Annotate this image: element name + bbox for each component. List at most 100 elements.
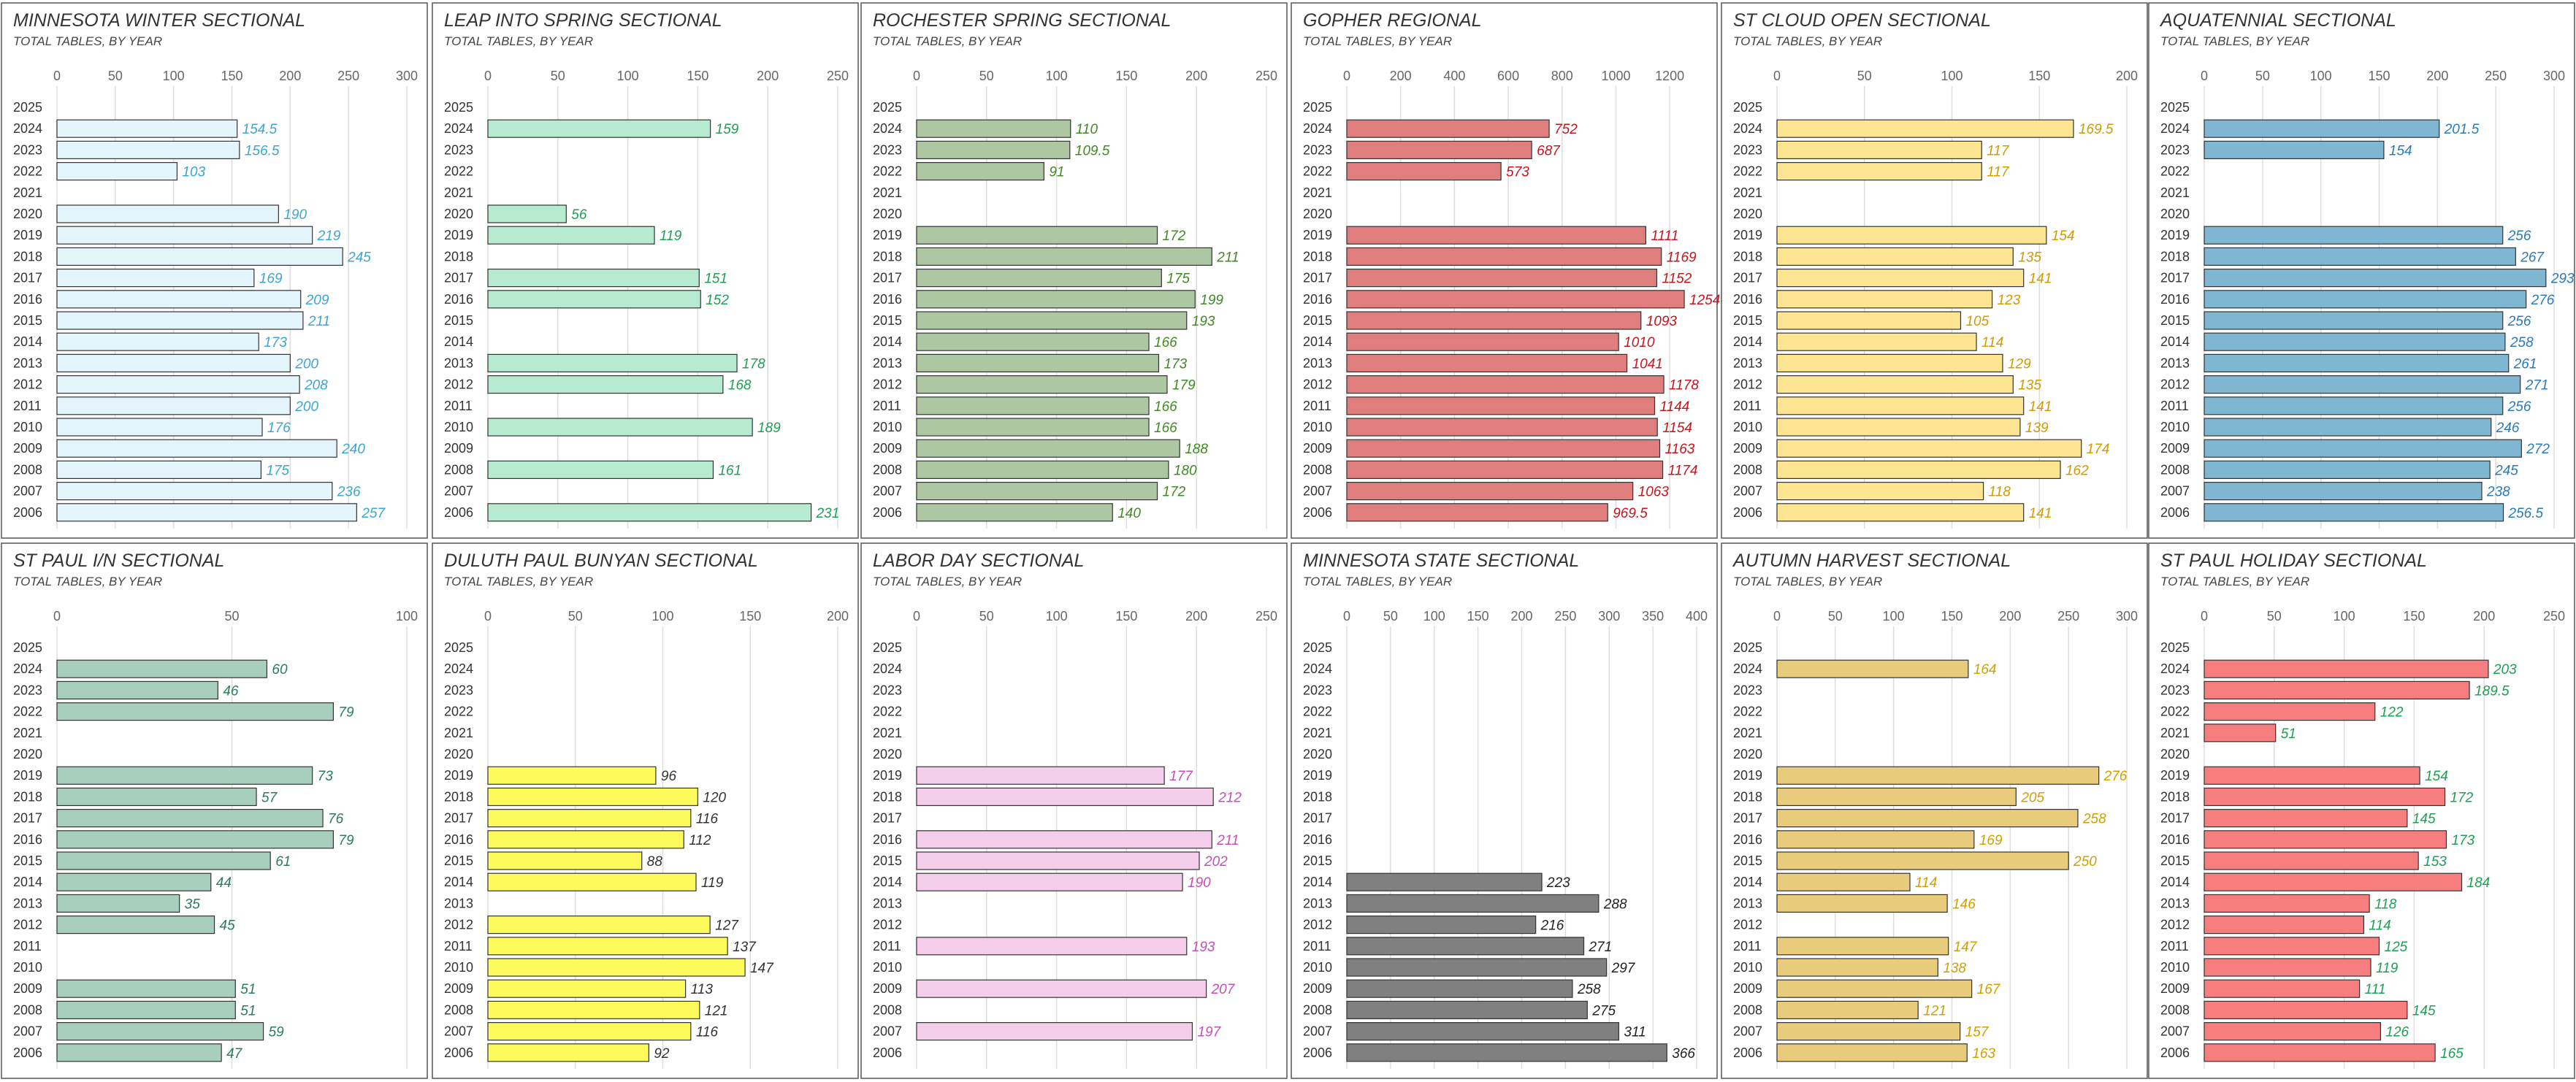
- y-tick-label: 2010: [1733, 420, 1762, 434]
- data-label: 129: [2008, 356, 2031, 372]
- bar: [56, 353, 291, 372]
- data-label: 121: [705, 1003, 728, 1018]
- x-tick-label: 150: [1115, 69, 1137, 83]
- data-label: 1254: [1689, 293, 1720, 308]
- bar: [487, 119, 711, 138]
- bar: [1776, 787, 2017, 806]
- bar: [1346, 396, 1656, 415]
- data-label: 126: [2385, 1025, 2409, 1040]
- bar: [916, 375, 1168, 394]
- data-label: 193: [1192, 940, 1215, 955]
- y-tick-label: 2017: [1303, 811, 1332, 826]
- y-tick-label: 2023: [1733, 142, 1762, 157]
- y-tick-label: 2014: [13, 875, 42, 889]
- y-tick-label: 2010: [444, 960, 473, 975]
- y-tick-label: 2010: [13, 960, 42, 975]
- bar: [1346, 332, 1619, 351]
- data-label: 297: [1611, 961, 1636, 976]
- y-tick-label: 2006: [444, 1045, 473, 1060]
- y-tick-label: 2019: [2160, 768, 2190, 783]
- bar: [56, 503, 357, 522]
- bar: [1346, 226, 1646, 245]
- y-tick-label: 2019: [1733, 228, 1762, 242]
- y-tick-label: 2012: [1733, 377, 1762, 392]
- x-tick-label: 1000: [1601, 69, 1630, 83]
- data-label: 145: [2412, 812, 2436, 827]
- bar: [2204, 332, 2506, 351]
- y-tick-label: 2009: [1303, 441, 1332, 456]
- bar: [1776, 894, 1948, 913]
- data-label: 199: [1200, 293, 1223, 308]
- chart-title: MINNESOTA WINTER SECTIONAL: [13, 10, 305, 31]
- bar: [2204, 1000, 2408, 1020]
- y-tick-label: 2023: [2160, 683, 2190, 697]
- y-tick-label: 2014: [873, 334, 902, 349]
- y-tick-label: 2020: [2160, 207, 2190, 221]
- y-tick-label: 2022: [1303, 705, 1332, 719]
- data-label: 166: [1154, 421, 1177, 436]
- y-tick-label: 2010: [873, 960, 902, 975]
- data-label: 275: [1591, 1003, 1616, 1018]
- y-tick-label: 2018: [13, 249, 42, 264]
- bar: [2204, 979, 2361, 998]
- y-tick-label: 2008: [13, 1002, 42, 1017]
- data-label: 121: [1923, 1003, 1946, 1018]
- data-label: 208: [304, 378, 328, 394]
- x-tick-label: 250: [1255, 609, 1277, 624]
- data-label: 117: [1987, 165, 2010, 180]
- bar: [1776, 269, 2025, 288]
- data-label: 246: [2496, 421, 2520, 436]
- y-tick-label: 2011: [13, 939, 42, 954]
- x-tick-label: 50: [1828, 609, 1843, 624]
- bar: [487, 851, 643, 870]
- data-label: 152: [706, 293, 729, 308]
- data-label: 177: [1169, 769, 1193, 784]
- y-tick-label: 2011: [2160, 399, 2189, 413]
- data-label: 79: [338, 705, 354, 721]
- bar: [1776, 1000, 1919, 1020]
- data-label: 179: [1172, 378, 1196, 394]
- x-tick-label: 200: [827, 609, 849, 624]
- y-tick-label: 2021: [444, 726, 473, 740]
- bar: [1346, 1000, 1588, 1020]
- bar: [1776, 851, 2069, 870]
- data-label: 110: [1076, 122, 1098, 137]
- x-tick-label: 0: [1773, 609, 1781, 624]
- data-label: 109.5: [1075, 143, 1110, 158]
- data-label: 113: [691, 982, 714, 997]
- bar: [2204, 311, 2504, 330]
- bar: [2204, 766, 2420, 785]
- bar: [487, 418, 753, 437]
- chart-subtitle: TOTAL TABLES, BY YEAR: [444, 575, 593, 588]
- y-tick-label: 2011: [2160, 939, 2189, 954]
- bar: [1776, 226, 2047, 245]
- data-label: 141: [2029, 506, 2052, 521]
- bar: [487, 503, 812, 522]
- y-tick-label: 2018: [1733, 249, 1762, 264]
- y-tick-label: 2011: [13, 399, 42, 413]
- data-label: 169.5: [2079, 122, 2114, 137]
- data-label: 51: [240, 982, 256, 997]
- data-label: 118: [1989, 485, 2011, 500]
- x-tick-label: 300: [396, 69, 418, 83]
- bar: [56, 375, 300, 394]
- bar: [2204, 481, 2483, 501]
- data-label: 169: [1979, 833, 2003, 848]
- y-tick-label: 2020: [2160, 747, 2190, 761]
- data-label: 184: [2467, 875, 2491, 891]
- bar: [56, 119, 238, 138]
- data-label: 73: [318, 769, 334, 784]
- y-tick-label: 2007: [1733, 1024, 1762, 1039]
- bar: [2204, 247, 2516, 266]
- x-tick-label: 300: [2543, 69, 2565, 83]
- y-tick-label: 2015: [444, 313, 473, 328]
- chart-panel: ROCHESTER SPRING SECTIONAL TOTAL TABLES, …: [860, 2, 1288, 539]
- bar: [56, 894, 180, 913]
- bar: [487, 809, 692, 828]
- bar: [1346, 1021, 1620, 1041]
- data-label: 166: [1154, 399, 1177, 415]
- y-tick-label: 2019: [444, 228, 473, 242]
- y-tick-label: 2013: [13, 356, 42, 370]
- data-label: 154: [2389, 143, 2412, 158]
- y-tick-label: 2008: [873, 1002, 902, 1017]
